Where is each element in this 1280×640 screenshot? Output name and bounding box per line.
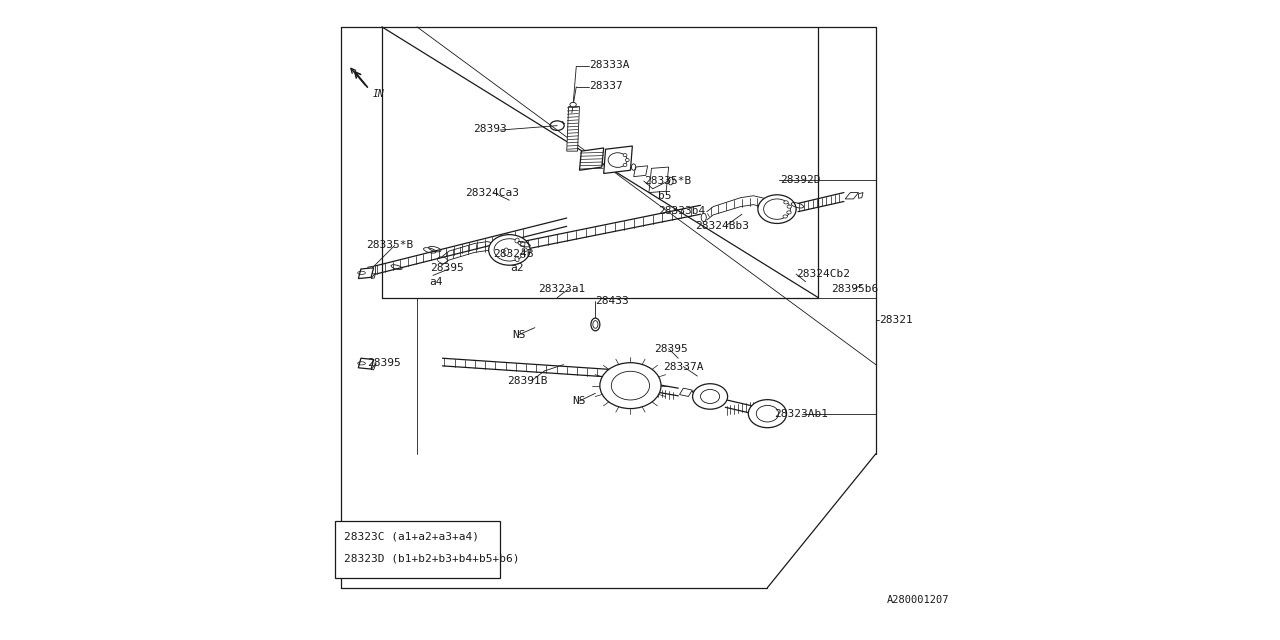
Ellipse shape: [756, 405, 778, 422]
Polygon shape: [358, 268, 374, 278]
Polygon shape: [859, 193, 863, 198]
Ellipse shape: [515, 238, 520, 243]
Ellipse shape: [623, 163, 627, 166]
Ellipse shape: [520, 243, 525, 246]
Ellipse shape: [494, 239, 525, 261]
Ellipse shape: [522, 248, 527, 252]
Text: 28337A: 28337A: [663, 362, 704, 371]
Ellipse shape: [593, 321, 598, 328]
Ellipse shape: [570, 102, 576, 107]
Ellipse shape: [600, 363, 660, 408]
Ellipse shape: [489, 235, 530, 265]
Polygon shape: [371, 273, 375, 278]
Text: a4: a4: [430, 276, 443, 287]
Text: 28395: 28395: [654, 344, 687, 354]
Ellipse shape: [623, 154, 627, 157]
Text: 28393: 28393: [474, 124, 507, 134]
Text: 28323C (a1+a2+a3+a4): 28323C (a1+a2+a3+a4): [344, 532, 479, 541]
Text: 28323D (b1+b2+b3+b4+b5+b6): 28323D (b1+b2+b3+b4+b5+b6): [344, 554, 520, 564]
Text: 28324Cb2: 28324Cb2: [796, 269, 850, 279]
Polygon shape: [567, 106, 580, 151]
Text: 28395b6: 28395b6: [831, 284, 878, 294]
Text: 28321: 28321: [879, 315, 913, 325]
Text: b5: b5: [658, 191, 672, 201]
Text: 28324Bb3: 28324Bb3: [695, 221, 749, 230]
Polygon shape: [680, 388, 692, 396]
Text: 28392D: 28392D: [781, 175, 820, 185]
Text: a2: a2: [511, 263, 524, 273]
Polygon shape: [649, 167, 668, 193]
Text: 28335*B: 28335*B: [366, 241, 413, 250]
Text: 28324Ca3: 28324Ca3: [465, 188, 518, 198]
Polygon shape: [580, 148, 604, 170]
Text: NS: NS: [572, 396, 586, 406]
Text: 28337: 28337: [589, 81, 623, 90]
Ellipse shape: [700, 390, 719, 403]
Polygon shape: [845, 193, 859, 199]
Text: 28395: 28395: [367, 358, 401, 368]
Ellipse shape: [787, 205, 791, 208]
Polygon shape: [604, 146, 632, 173]
Text: 28333A: 28333A: [589, 60, 630, 70]
Ellipse shape: [626, 159, 630, 162]
Text: 28323Ab1: 28323Ab1: [774, 410, 828, 419]
Polygon shape: [634, 166, 648, 177]
Text: IN: IN: [372, 90, 384, 99]
Polygon shape: [371, 364, 376, 370]
Ellipse shape: [783, 201, 788, 204]
Ellipse shape: [787, 211, 791, 214]
Ellipse shape: [591, 318, 600, 331]
Bar: [335, 521, 499, 578]
Ellipse shape: [783, 215, 787, 218]
Ellipse shape: [612, 371, 649, 400]
Text: 28333b4: 28333b4: [658, 206, 705, 216]
Ellipse shape: [764, 199, 790, 220]
Text: NS: NS: [512, 330, 526, 340]
Text: 28433: 28433: [595, 296, 630, 306]
Text: A280001207: A280001207: [887, 595, 948, 605]
Ellipse shape: [515, 257, 520, 262]
Ellipse shape: [758, 195, 796, 223]
Text: 28323a1: 28323a1: [538, 284, 585, 294]
Text: 28395: 28395: [430, 263, 463, 273]
Polygon shape: [358, 358, 374, 369]
Ellipse shape: [749, 399, 787, 428]
Ellipse shape: [520, 253, 525, 257]
Ellipse shape: [692, 384, 727, 409]
Polygon shape: [367, 266, 375, 274]
Polygon shape: [692, 390, 696, 395]
Text: 28391B: 28391B: [507, 376, 548, 385]
Text: 28335*B: 28335*B: [644, 176, 691, 186]
Text: 28324B: 28324B: [493, 250, 534, 259]
